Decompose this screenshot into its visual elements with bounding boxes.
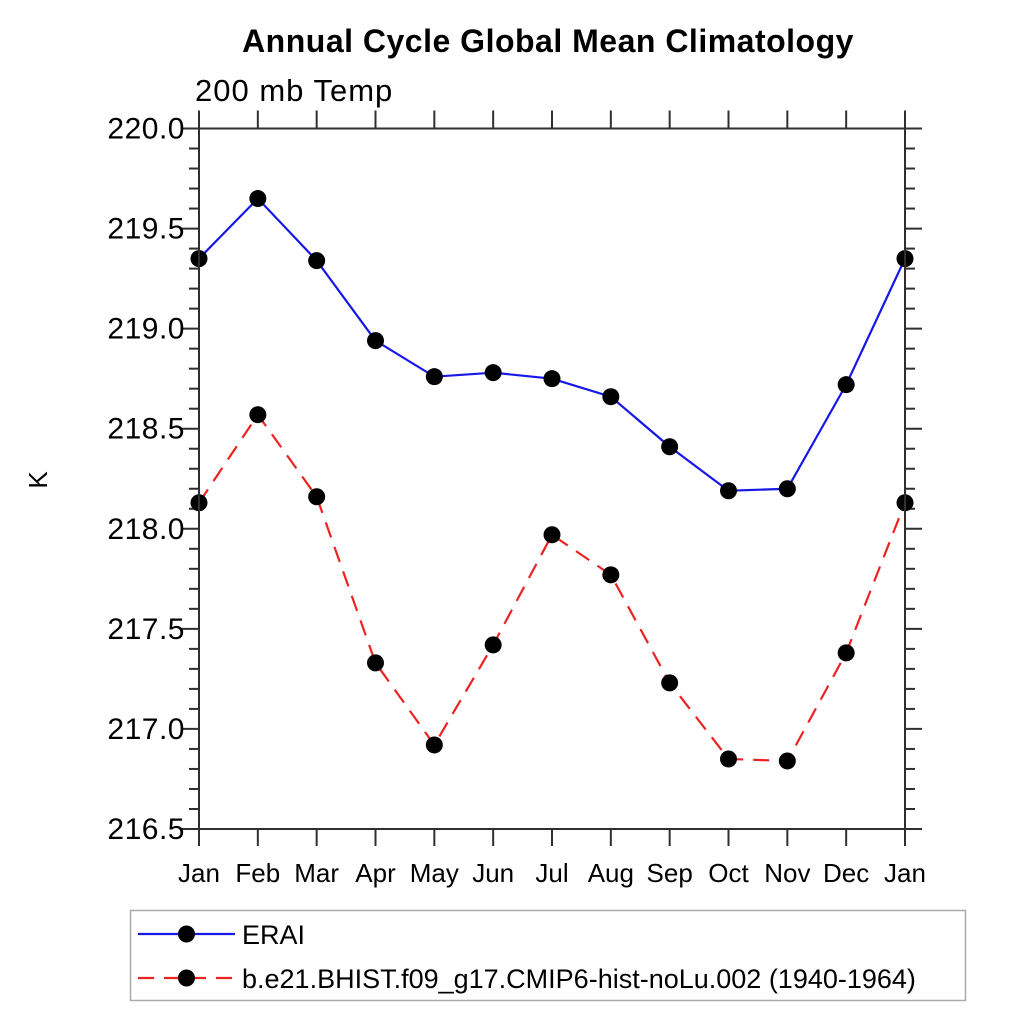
x-axis-label-9-oct: Oct (708, 858, 749, 888)
y-axis-label-218.5: 218.5 (107, 413, 185, 446)
marker-model-dec-11 (837, 644, 855, 662)
marker-erai-mar-2 (308, 252, 326, 270)
legend-item-erai: ERAI (138, 920, 305, 950)
x-axis-label-8-sep: Sep (647, 858, 693, 888)
x-axis-label-11-dec: Dec (823, 858, 869, 888)
x-axis-label-5-jun: Jun (472, 858, 514, 888)
chart-subtitle: 200 mb Temp (195, 73, 393, 108)
legend-box (129, 909, 967, 1002)
plot-frame (198, 127, 906, 830)
marker-erai-dec-11 (837, 376, 855, 394)
plot-area: Jan Feb Mar Apr May Jun Jul Aug Sep Oct Nov Dec Jan 2… (107, 110, 926, 888)
y-axis-label-218.0: 218.0 (107, 513, 185, 546)
y-axis-label-217.5: 217.5 (107, 613, 185, 646)
erai-line (198, 196, 906, 492)
y-axis-label-216.5: 216.5 (107, 813, 185, 846)
legend-erai-marker (178, 925, 195, 943)
legend-model-label: b.e21.BHIST.f09_g17.CMIP6-hist-noLu.002 … (242, 964, 916, 994)
marker-erai-oct-9 (720, 482, 737, 500)
marker-model-jun-5 (484, 636, 502, 654)
marker-erai-feb-1 (249, 190, 267, 208)
marker-model-nov-10 (778, 752, 796, 770)
y-axis-label-220.0: 220.0 (107, 113, 185, 146)
x-axis-label-10-nov: Nov (764, 858, 810, 888)
x-axis-label-4-may: May (410, 858, 459, 888)
y-axis-title: K (23, 471, 53, 489)
y-axis-label-219.5: 219.5 (107, 213, 185, 246)
marker-erai-nov-10 (778, 480, 796, 498)
x-axis-label-6-jul: Jul (535, 858, 568, 888)
legend-item-model: b.e21.BHIST.f09_g17.CMIP6-hist-noLu.002 … (138, 964, 916, 994)
x-axis-label-0-jan: Jan (178, 858, 220, 888)
chart-title: Annual Cycle Global Mean Climatology (242, 23, 854, 59)
legend-model-marker (178, 969, 195, 987)
marker-erai-aug-7 (602, 388, 620, 406)
marker-model-may-4 (425, 736, 443, 754)
marker-model-mar-2 (308, 488, 326, 506)
marker-erai-may-4 (425, 368, 443, 386)
marker-erai-jul-6 (543, 370, 561, 388)
marker-model-jul-6 (543, 526, 561, 544)
marker-model-apr-3 (367, 654, 384, 672)
legend-erai-label: ERAI (242, 920, 305, 950)
x-axis-label-3-apr: Apr (355, 858, 396, 888)
y-axis-label-217.0: 217.0 (107, 713, 185, 746)
x-axis-label-1-feb: Feb (235, 858, 280, 888)
marker-model-aug-7 (602, 566, 620, 584)
marker-erai-sep-8 (661, 438, 679, 456)
marker-model-sep-8 (661, 674, 679, 692)
x-axis-label-12-jan: Jan (884, 858, 926, 888)
marker-erai-apr-3 (367, 332, 384, 350)
x-axis-label-2-mar: Mar (294, 858, 339, 888)
marker-erai-jun-5 (484, 364, 502, 382)
legend: ERAI b.e21.BHIST.f09_g17.CMIP6-hist-noLu… (129, 909, 967, 1002)
marker-model-feb-1 (249, 406, 267, 424)
x-axis-label-7-aug: Aug (588, 858, 634, 888)
marker-model-oct-9 (720, 750, 737, 768)
y-axis-label-219.0: 219.0 (107, 313, 185, 346)
